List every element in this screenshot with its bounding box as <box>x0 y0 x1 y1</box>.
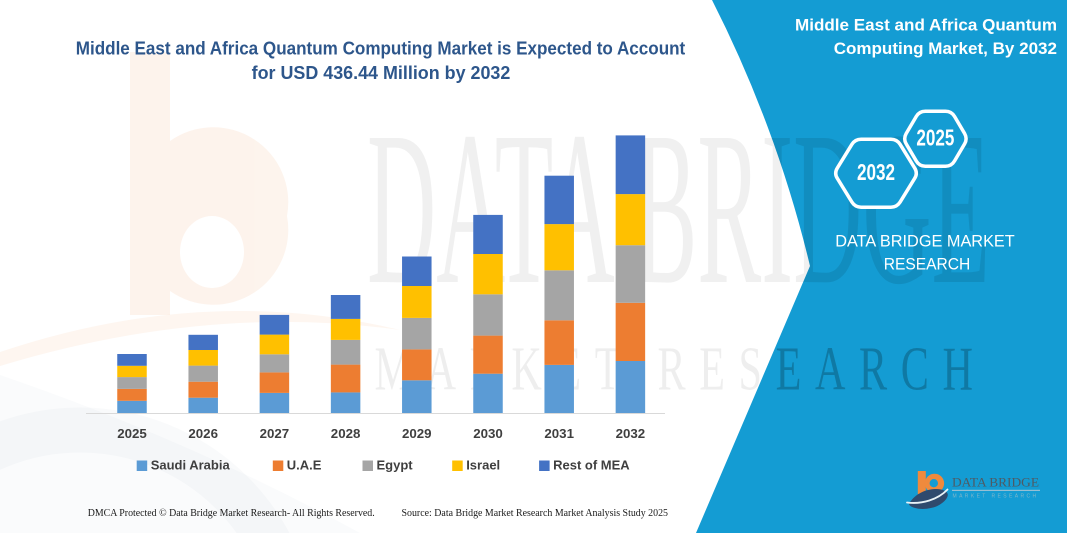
svg-text:Rest of MEA: Rest of MEA <box>553 458 630 473</box>
svg-text:DMCA Protected © Data Bridge M: DMCA Protected © Data Bridge Market Rese… <box>88 508 375 519</box>
svg-text:RESEARCH: RESEARCH <box>884 254 971 273</box>
svg-text:2031: 2031 <box>544 426 574 441</box>
svg-text:2028: 2028 <box>331 426 361 441</box>
svg-text:Computing Market, By 2032: Computing Market, By 2032 <box>834 39 1057 58</box>
svg-text:Egypt: Egypt <box>377 458 414 473</box>
svg-text:for USD 436.44 Million by 2032: for USD 436.44 Million by 2032 <box>252 63 511 83</box>
svg-text:2029: 2029 <box>402 426 432 441</box>
svg-text:2032: 2032 <box>616 426 646 441</box>
svg-text:Source: Data Bridge Market Res: Source: Data Bridge Market Research Mark… <box>402 508 669 519</box>
svg-text:2030: 2030 <box>473 426 503 441</box>
svg-text:MARKET RESEARCH: MARKET RESEARCH <box>953 494 1039 500</box>
svg-text:2026: 2026 <box>188 426 218 441</box>
svg-text:2025: 2025 <box>916 125 954 151</box>
svg-text:DATA BRIDGE: DATA BRIDGE <box>952 474 1039 489</box>
svg-text:U.A.E: U.A.E <box>287 458 322 473</box>
svg-text:2025: 2025 <box>117 426 147 441</box>
svg-text:Middle East and Africa Quantum: Middle East and Africa Quantum <box>795 16 1057 35</box>
svg-text:DATA BRIDGE MARKET: DATA BRIDGE MARKET <box>835 232 1015 251</box>
svg-text:MARKET RESEARCH: MARKET RESEARCH <box>375 336 987 404</box>
svg-text:2027: 2027 <box>260 426 290 441</box>
svg-text:Middle East and Africa Quantum: Middle East and Africa Quantum Computing… <box>76 39 686 59</box>
svg-text:2032: 2032 <box>857 159 895 185</box>
svg-text:Israel: Israel <box>466 458 500 473</box>
svg-text:Saudi Arabia: Saudi Arabia <box>151 458 231 473</box>
